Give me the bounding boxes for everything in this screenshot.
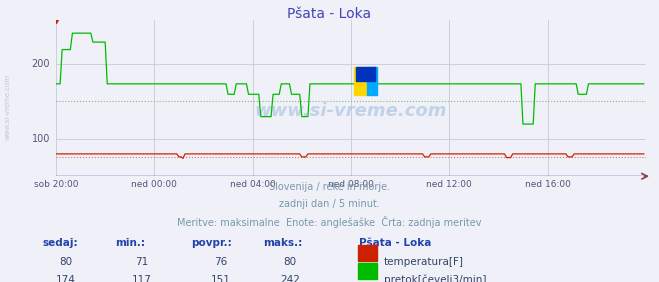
Text: 80: 80: [283, 257, 297, 266]
Text: Pšata - Loka: Pšata - Loka: [359, 238, 432, 248]
Text: temperatura[F]: temperatura[F]: [384, 257, 463, 266]
Text: 151: 151: [211, 275, 231, 282]
Text: povpr.:: povpr.:: [191, 238, 232, 248]
Bar: [356, 67, 375, 81]
Text: zadnji dan / 5 minut.: zadnji dan / 5 minut.: [279, 199, 380, 209]
Text: 71: 71: [135, 257, 148, 266]
Text: 174: 174: [56, 275, 76, 282]
Text: ned 04:00: ned 04:00: [230, 180, 275, 189]
Text: sob 20:00: sob 20:00: [34, 180, 78, 189]
Text: ned 16:00: ned 16:00: [525, 180, 571, 189]
Text: Meritve: maksimalne  Enote: anglešaške  Črta: zadnja meritev: Meritve: maksimalne Enote: anglešaške Čr…: [177, 216, 482, 228]
Text: 100: 100: [32, 134, 50, 144]
Text: www.si-vreme.com: www.si-vreme.com: [254, 102, 447, 120]
Text: 76: 76: [214, 257, 227, 266]
Text: 117: 117: [132, 275, 152, 282]
Text: 80: 80: [59, 257, 72, 266]
Bar: [354, 67, 367, 95]
Text: min.:: min.:: [115, 238, 146, 248]
Text: maks.:: maks.:: [264, 238, 303, 248]
Bar: [367, 67, 377, 95]
Text: ned 00:00: ned 00:00: [131, 180, 177, 189]
Text: Pšata - Loka: Pšata - Loka: [287, 7, 372, 21]
Text: sedaj:: sedaj:: [43, 238, 78, 248]
Text: 242: 242: [280, 275, 300, 282]
Text: ned 12:00: ned 12:00: [426, 180, 472, 189]
Text: www.si-vreme.com: www.si-vreme.com: [5, 74, 11, 140]
Text: pretok[čevelj3/min]: pretok[čevelj3/min]: [384, 275, 486, 282]
Text: 200: 200: [32, 60, 50, 69]
Text: Slovenija / reke in morje.: Slovenija / reke in morje.: [269, 182, 390, 192]
Text: ned 08:00: ned 08:00: [328, 180, 374, 189]
